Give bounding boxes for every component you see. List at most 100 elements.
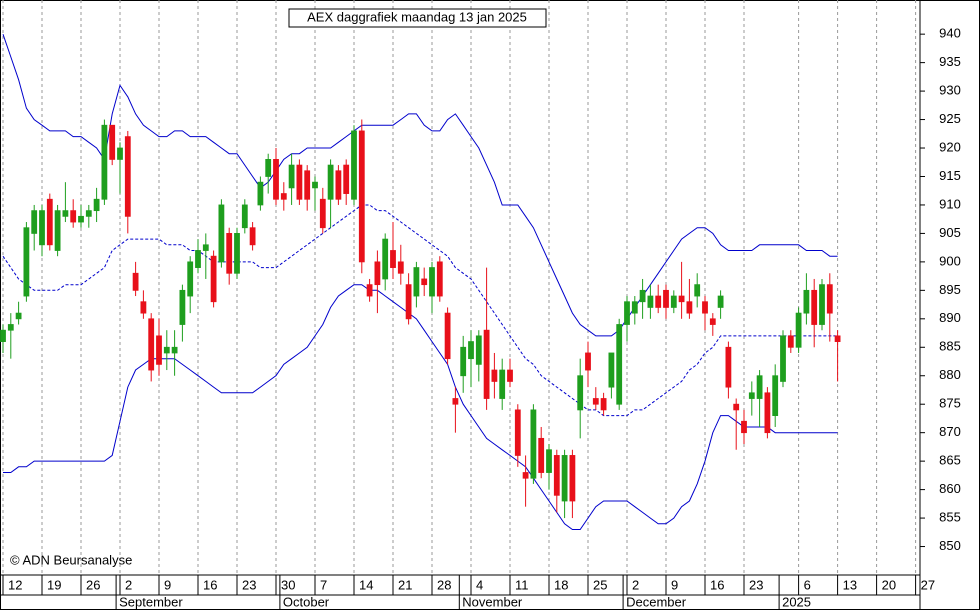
candle-body — [756, 375, 763, 399]
x-tick-label: 14 — [359, 577, 373, 592]
candle-body — [343, 164, 350, 194]
candle-body — [241, 204, 248, 229]
candle-body — [561, 455, 568, 502]
candle-body — [179, 289, 186, 325]
candle-body — [85, 210, 92, 217]
candle-body — [647, 295, 654, 308]
candle-body — [265, 159, 272, 177]
candle-body — [218, 204, 225, 263]
candle-body — [624, 301, 630, 325]
bollinger-band — [3, 284, 838, 530]
candle-body — [538, 437, 545, 473]
candle-body — [764, 392, 771, 434]
y-tick-label: 925 — [939, 111, 961, 126]
y-tick-label: 890 — [939, 310, 961, 325]
x-tick-label: 20 — [882, 577, 896, 592]
candle-body — [811, 289, 818, 325]
candle-body — [296, 164, 303, 200]
candle-body — [709, 318, 716, 325]
candle-body — [717, 295, 724, 308]
candle-body — [725, 346, 732, 388]
candle-body — [663, 289, 669, 308]
x-tick-label: 25 — [593, 577, 607, 592]
candle-body — [803, 289, 810, 314]
candle-body — [686, 301, 693, 314]
bollinger-band — [2, 34, 838, 337]
candle-body — [600, 398, 607, 411]
candle-body — [585, 352, 591, 371]
x-tick-label: 4 — [476, 577, 483, 592]
candle-body — [327, 164, 334, 200]
x-tick-label: 26 — [86, 577, 100, 592]
x-tick-label: 9 — [671, 577, 678, 592]
candle-body — [741, 420, 747, 434]
candle-body — [530, 409, 537, 479]
candle-body — [54, 210, 61, 251]
x-tick-label: 6 — [804, 577, 811, 592]
month-label: September — [119, 594, 183, 609]
candle-body — [483, 329, 490, 399]
x-tick-label: 16 — [203, 577, 217, 592]
candle-body — [499, 369, 506, 399]
chart-title: AEX daggrafiek maandag 13 jan 2025 — [307, 9, 527, 24]
y-tick-label: 870 — [939, 424, 961, 439]
candle-body — [171, 346, 178, 354]
y-tick-label: 940 — [939, 26, 961, 41]
candle-body — [319, 198, 326, 229]
candle-body — [187, 261, 194, 297]
y-tick-label: 930 — [939, 83, 961, 98]
x-tick-label: 23 — [749, 577, 763, 592]
copyright: © ADN Beursanalyse — [10, 552, 132, 567]
y-tick-label: 880 — [939, 367, 961, 382]
y-tick-label: 860 — [939, 481, 961, 496]
candle-body — [226, 233, 233, 274]
candle-body — [93, 198, 100, 212]
candle-body — [826, 284, 833, 314]
title-box — [288, 8, 547, 28]
candle-body — [468, 341, 474, 360]
y-tick-label: 875 — [939, 396, 961, 411]
candle-body — [358, 130, 365, 263]
candle-body — [616, 324, 623, 405]
candle-body — [780, 335, 786, 382]
x-tick-label: 7 — [320, 577, 327, 592]
candle-body — [772, 375, 779, 416]
x-tick-label: 18 — [554, 577, 568, 592]
candle-body — [7, 324, 14, 331]
candle-body — [0, 329, 6, 342]
candle-body — [335, 170, 342, 200]
candle-body — [405, 284, 412, 320]
candle-body — [132, 272, 139, 291]
candle-body — [273, 159, 279, 200]
candle-body — [608, 352, 615, 388]
y-tick-label: 850 — [939, 538, 961, 553]
x-tick-label: 30 — [281, 577, 295, 592]
candle-body — [195, 250, 201, 268]
x-tick-label: 16 — [710, 577, 724, 592]
candle-body — [670, 295, 677, 308]
y-tick-label: 920 — [939, 139, 961, 154]
candle-body — [631, 301, 638, 314]
candle-body — [553, 455, 560, 496]
x-tick-label: 12 — [8, 577, 22, 592]
candle-body — [748, 392, 755, 399]
x-tick-label: 23 — [242, 577, 256, 592]
candle-body — [124, 136, 131, 217]
candle-body — [202, 244, 209, 251]
candle-body — [249, 227, 256, 246]
month-label: December — [626, 594, 687, 609]
candle-body — [694, 284, 701, 297]
x-tick-label: 19 — [47, 577, 61, 592]
candle-body — [31, 210, 38, 234]
candle-body — [23, 227, 30, 297]
month-label: November — [462, 594, 523, 609]
candle-body — [421, 278, 428, 286]
y-tick-label: 885 — [939, 339, 961, 354]
candle-body — [444, 312, 451, 360]
candle-body — [39, 210, 45, 246]
candle-body — [163, 346, 170, 354]
candle-body — [304, 170, 311, 200]
x-tick-label: 28 — [437, 577, 451, 592]
candle-body — [78, 215, 84, 223]
